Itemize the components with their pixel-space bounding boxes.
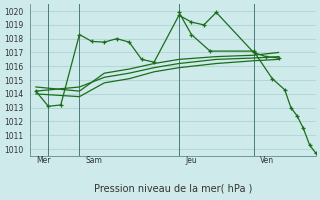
Text: Sam: Sam (86, 156, 102, 165)
Text: Pression niveau de la mer( hPa ): Pression niveau de la mer( hPa ) (93, 183, 252, 193)
Text: Jeu: Jeu (185, 156, 197, 165)
Text: Ven: Ven (260, 156, 274, 165)
Text: Mer: Mer (36, 156, 50, 165)
